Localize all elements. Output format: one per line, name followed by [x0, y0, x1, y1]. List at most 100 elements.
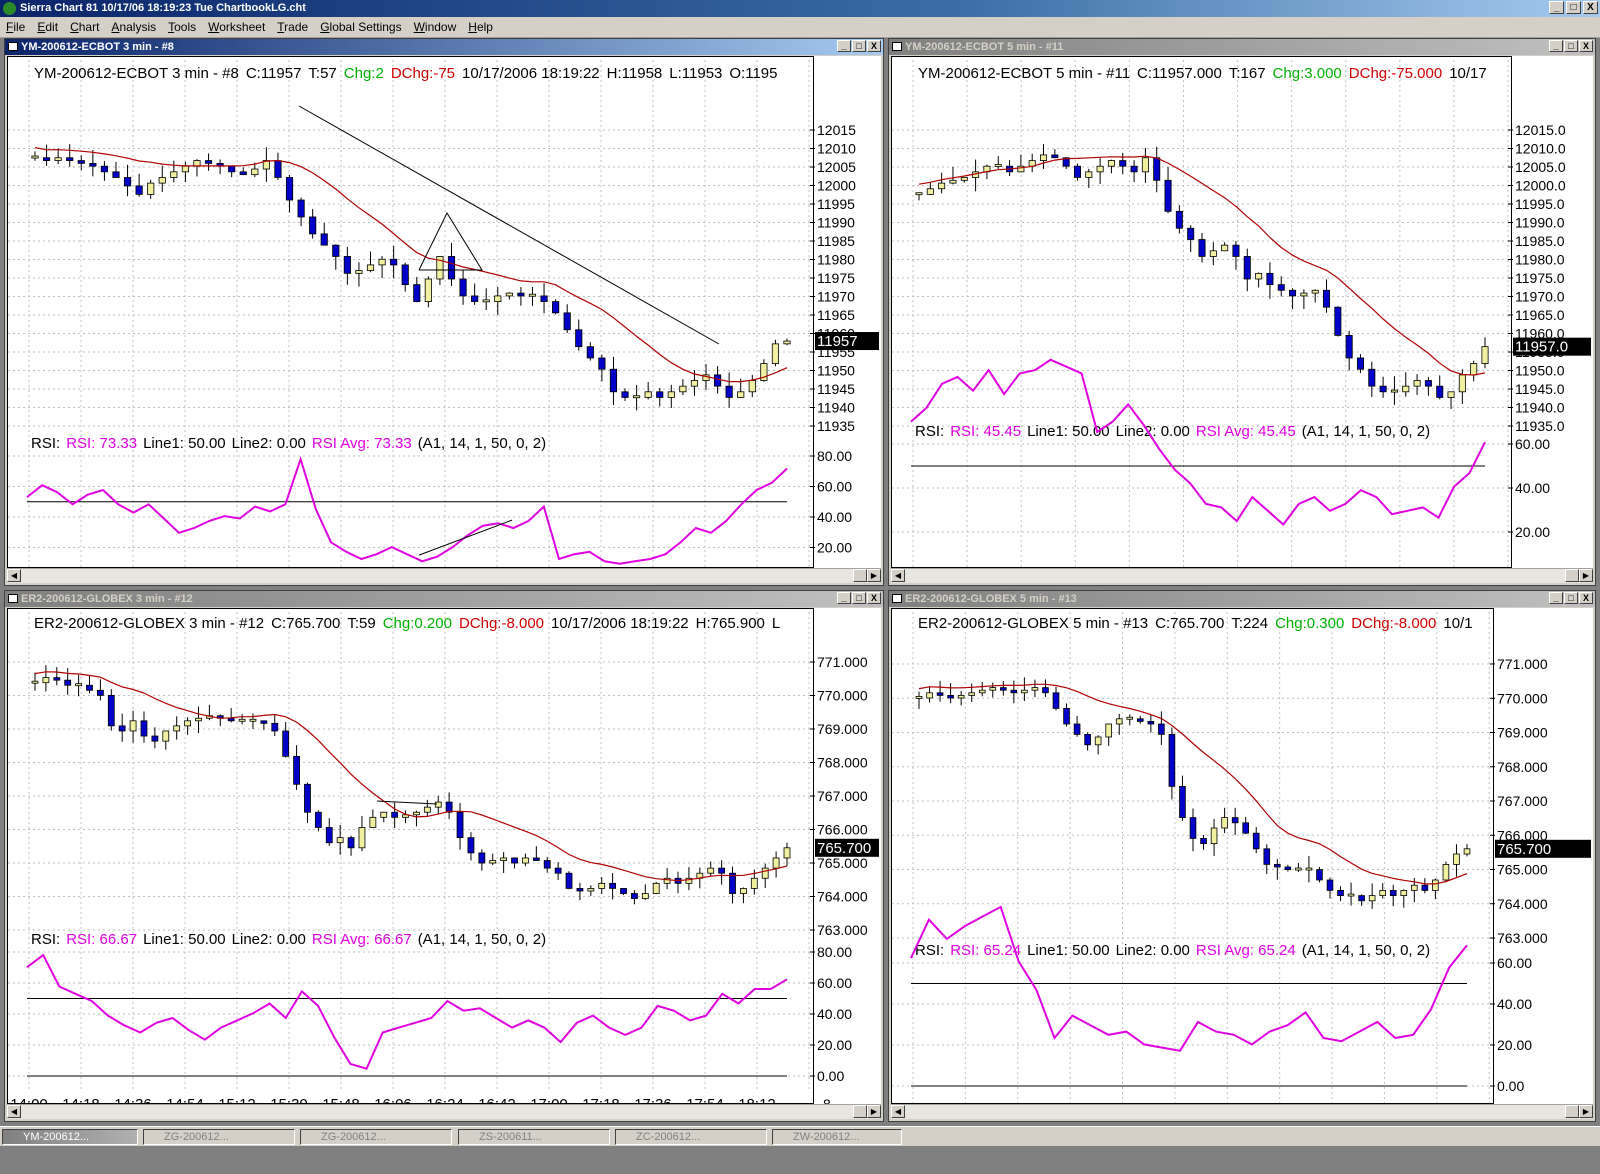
down-candle: [565, 872, 573, 889]
scroll-right-arrow-icon[interactable]: ▶: [867, 569, 881, 582]
info-symbol: ER2-200612-GLOBEX 3 min - #12: [34, 615, 264, 632]
scroll-right-arrow-icon[interactable]: ▶: [1579, 1105, 1593, 1118]
down-candle: [1147, 721, 1155, 725]
price-axis-label: 765.000: [817, 855, 868, 871]
chart-canvas[interactable]: ER2-200612-GLOBEX 3 min - #12 C:765.700 T:…: [7, 608, 881, 1104]
scroll-left-arrow-icon[interactable]: ◀: [891, 569, 905, 582]
chart-canvas[interactable]: YM-200612-ECBOT 5 min - #11 C:11957.000 T:…: [891, 56, 1593, 568]
price-axis-label: 11950.0: [1515, 363, 1565, 379]
chart-canvas[interactable]: ER2-200612-GLOBEX 5 min - #13 C:765.700 T:…: [891, 608, 1593, 1104]
chart-info-header: ER2-200612-GLOBEX 3 min - #12 C:765.700 T:…: [34, 615, 780, 632]
chart-horizontal-scrollbar[interactable]: ◀ ▶: [891, 1104, 1593, 1119]
chart-minimize-button[interactable]: _: [837, 592, 851, 604]
scroll-thumb[interactable]: [853, 1105, 867, 1118]
up-candle: [641, 893, 649, 899]
chart-maximize-button[interactable]: □: [852, 40, 866, 52]
down-candle: [576, 888, 584, 892]
scroll-right-arrow-icon[interactable]: ▶: [867, 1105, 881, 1118]
down-candle: [609, 882, 617, 889]
info-high: H:765.900: [696, 615, 765, 632]
menu-help[interactable]: Help: [468, 20, 493, 34]
chart-maximize-button[interactable]: □: [1564, 592, 1578, 604]
scroll-right-arrow-icon[interactable]: ▶: [1579, 569, 1593, 582]
scroll-left-arrow-icon[interactable]: ◀: [891, 1105, 905, 1118]
time-axis-label: 16:42: [478, 1096, 516, 1104]
menu-chart[interactable]: Chart: [70, 20, 100, 34]
minimized-chart-zg-1[interactable]: ZG-200612...: [143, 1129, 295, 1145]
chart-close-button[interactable]: X: [1579, 592, 1593, 604]
price-axis-label: 770.000: [1497, 690, 1548, 706]
minimized-chart-zs[interactable]: ZS-200611...: [458, 1129, 610, 1145]
minimized-chart-zg-2[interactable]: ZG-200612...: [300, 1129, 452, 1145]
down-candle: [447, 256, 456, 280]
chart-close-button[interactable]: X: [1579, 40, 1593, 52]
up-candle: [181, 165, 189, 173]
info-close: C:11957.000: [1137, 65, 1222, 82]
down-candle: [53, 677, 61, 681]
menu-tools[interactable]: Tools: [168, 20, 197, 34]
chart-minimize-button[interactable]: _: [837, 40, 851, 52]
up-candle: [748, 380, 756, 393]
up-candle: [760, 363, 768, 381]
last-price-label: 11957: [817, 333, 858, 350]
up-candle: [1442, 863, 1450, 881]
minimized-chart-zw[interactable]: ZW-200612...: [772, 1129, 902, 1145]
chart-window-title-bar[interactable]: YM-200612-ECBOT 3 min - #8 _ □ X: [5, 39, 883, 55]
menu-trade[interactable]: Trade: [277, 20, 309, 34]
up-candle: [1209, 250, 1217, 257]
menu-edit[interactable]: Edit: [37, 20, 59, 34]
menu-global-settings[interactable]: Global Settings: [320, 20, 402, 34]
chart-horizontal-scrollbar[interactable]: ◀ ▶: [891, 568, 1593, 583]
chart-window-title-bar[interactable]: ER2-200612-GLOBEX 3 min - #12 _ □ X: [5, 591, 883, 607]
chart-window-title-bar[interactable]: ER2-200612-GLOBEX 5 min - #13 _ □ X: [889, 591, 1595, 607]
up-candle: [358, 827, 366, 849]
chart-window-2[interactable]: YM-200612-ECBOT 5 min - #11 _ □ X YM-200612-…: [888, 38, 1596, 586]
up-candle: [31, 155, 39, 159]
down-candle: [314, 811, 322, 828]
drawn-trendline[interactable]: [298, 105, 720, 345]
chart-window-1[interactable]: YM-200612-ECBOT 3 min - #8 _ □ X YM-200612-E…: [4, 38, 884, 586]
minimize-button[interactable]: _: [1549, 1, 1564, 14]
down-candle: [598, 357, 606, 370]
chart-maximize-button[interactable]: □: [1564, 40, 1578, 52]
restore-button[interactable]: □: [1566, 1, 1581, 14]
chart-window-3[interactable]: ER2-200612-GLOBEX 3 min - #12 _ □ X ER2-2006…: [4, 590, 884, 1122]
close-button[interactable]: X: [1583, 1, 1598, 14]
price-axis-label: 11980.0: [1515, 252, 1565, 268]
chart-close-button[interactable]: X: [867, 592, 881, 604]
scroll-thumb[interactable]: [1565, 569, 1579, 582]
chart-minimize-button[interactable]: _: [1549, 592, 1563, 604]
menu-worksheet[interactable]: Worksheet: [208, 20, 266, 34]
up-candle: [251, 168, 259, 176]
minimized-chart-ym[interactable]: YM-200612...: [2, 1129, 138, 1145]
drawn-trendline[interactable]: [376, 800, 438, 805]
chart-horizontal-scrollbar[interactable]: ◀ ▶: [7, 568, 881, 583]
menu-file[interactable]: File: [6, 20, 26, 34]
up-candle: [663, 877, 671, 884]
scroll-left-arrow-icon[interactable]: ◀: [7, 1105, 21, 1118]
up-candle: [424, 278, 432, 302]
up-candle: [690, 380, 699, 387]
chart-window-4[interactable]: ER2-200612-GLOBEX 5 min - #13 _ □ X ER2-2006…: [888, 590, 1596, 1122]
scroll-left-arrow-icon[interactable]: ◀: [7, 569, 21, 582]
chart-window-title-bar[interactable]: YM-200612-ECBOT 5 min - #11 _ □ X: [889, 39, 1595, 55]
menu-analysis[interactable]: Analysis: [111, 20, 157, 34]
menu-window[interactable]: Window: [413, 20, 457, 34]
chart-close-button[interactable]: X: [867, 40, 881, 52]
drawn-triangle[interactable]: [418, 211, 483, 271]
chart-horizontal-scrollbar[interactable]: ◀ ▶: [7, 1104, 881, 1119]
down-candle: [1200, 837, 1207, 844]
up-candle: [783, 340, 791, 345]
price-axis-label: 11975: [817, 270, 855, 286]
rsi-drawn-trendline[interactable]: [418, 519, 513, 556]
info-chg: Chg:0.200: [383, 615, 452, 632]
chart-maximize-button[interactable]: □: [852, 592, 866, 604]
scroll-thumb[interactable]: [1565, 1105, 1579, 1118]
chart-info-header: YM-200612-ECBOT 3 min - #8 C:11957 T:57 Chg…: [34, 65, 777, 82]
down-candle: [1266, 272, 1274, 286]
minimized-chart-zc[interactable]: ZC-200612...: [615, 1129, 767, 1145]
up-candle: [957, 695, 965, 699]
chart-minimize-button[interactable]: _: [1549, 40, 1563, 52]
chart-canvas[interactable]: YM-200612-ECBOT 3 min - #8 C:11957 T:57 Chg…: [7, 56, 881, 568]
scroll-thumb[interactable]: [853, 569, 867, 582]
